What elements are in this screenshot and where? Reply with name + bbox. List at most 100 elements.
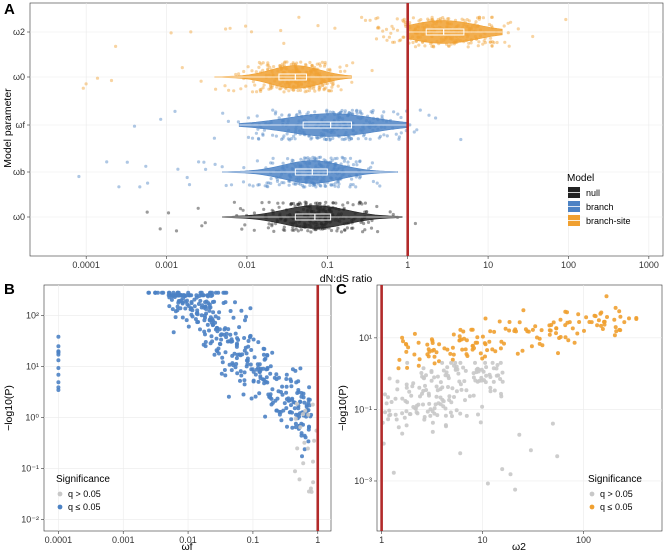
data-point <box>481 42 485 46</box>
point-significant <box>618 328 623 333</box>
point-not-significant <box>441 399 446 404</box>
point-significant <box>242 348 247 353</box>
point-significant <box>425 352 430 357</box>
data-point <box>336 226 340 230</box>
data-point <box>314 185 318 189</box>
point-not-significant <box>428 413 433 418</box>
point-not-significant <box>513 487 518 492</box>
point-not-significant <box>452 395 456 399</box>
point-significant <box>265 353 270 357</box>
point-significant <box>224 331 229 336</box>
point-not-significant <box>435 374 440 379</box>
data-point <box>374 17 378 21</box>
point-significant <box>220 355 225 360</box>
data-point <box>441 16 445 20</box>
point-significant <box>430 348 435 353</box>
data-point <box>313 228 318 232</box>
point-not-significant <box>421 366 426 371</box>
point-significant <box>262 357 267 362</box>
point-significant <box>192 297 197 302</box>
data-point <box>346 201 350 205</box>
data-point <box>333 184 337 188</box>
point-significant <box>596 318 601 323</box>
point-not-significant <box>403 399 408 403</box>
point-significant <box>238 378 242 383</box>
point-not-significant <box>391 470 396 475</box>
data-point <box>385 38 389 42</box>
data-point <box>403 20 408 24</box>
data-point <box>282 181 286 185</box>
x-tick-label: 0.001 <box>112 535 135 545</box>
panel-b-frame <box>43 284 332 532</box>
point-significant <box>223 350 228 355</box>
data-point <box>356 137 360 141</box>
data-point <box>316 24 320 28</box>
data-point <box>495 40 499 45</box>
data-point <box>144 164 148 168</box>
data-point <box>344 137 348 141</box>
point-significant <box>175 290 180 295</box>
data-point <box>417 43 421 47</box>
panel-c-y-label: −log10(P) <box>337 385 349 431</box>
data-point <box>322 137 326 141</box>
data-point <box>394 132 398 136</box>
point-significant <box>170 307 175 312</box>
panel-a-x-ticks: 0.0001 0.001 0.01 0.1 1 10 100 1000 <box>72 256 659 270</box>
data-point <box>297 109 302 113</box>
point-significant <box>551 320 556 325</box>
data-point <box>346 160 350 164</box>
data-point <box>311 155 315 159</box>
y-tick-label: ωf <box>15 120 25 130</box>
data-point <box>281 228 285 232</box>
x-tick-label: 100 <box>576 535 591 545</box>
point-not-significant <box>312 438 317 443</box>
data-point <box>323 60 327 65</box>
data-point <box>399 38 403 42</box>
legend-entry: q > 0.05 <box>600 489 633 499</box>
point-significant <box>206 294 210 299</box>
y-tick-label: ω2 <box>13 27 25 37</box>
y-tick-label: 10¹ <box>359 333 372 343</box>
point-not-significant <box>480 404 485 409</box>
data-point <box>312 87 316 91</box>
data-point <box>269 87 273 91</box>
data-point <box>310 63 314 67</box>
data-point <box>429 18 433 22</box>
point-significant <box>602 322 607 327</box>
data-point <box>465 18 469 22</box>
data-point <box>481 16 485 20</box>
data-point <box>259 89 263 93</box>
point-significant <box>483 316 488 321</box>
data-point <box>348 185 352 189</box>
point-not-significant <box>441 404 446 409</box>
point-significant <box>416 363 421 368</box>
data-point <box>244 84 248 88</box>
data-point <box>285 60 289 64</box>
data-point <box>322 88 326 92</box>
panel-a: 0.0001 0.001 0.01 0.1 1 10 100 1000 ω2ω0ωfωbω0 … <box>2 2 664 285</box>
data-point <box>476 44 480 48</box>
legend-swatch <box>57 491 63 497</box>
point-significant <box>202 318 207 323</box>
point-not-significant <box>483 360 488 365</box>
data-point <box>240 227 244 231</box>
data-point <box>431 44 435 48</box>
data-point <box>397 137 401 141</box>
data-point <box>349 111 353 116</box>
point-significant <box>244 358 249 363</box>
data-point <box>232 89 236 93</box>
point-significant <box>251 378 256 383</box>
point-significant <box>205 322 210 327</box>
point-significant <box>558 317 563 322</box>
point-significant <box>548 328 553 333</box>
point-not-significant <box>528 448 533 453</box>
point-significant <box>577 320 582 324</box>
data-point <box>278 87 282 91</box>
point-significant <box>242 382 247 387</box>
point-significant <box>566 338 571 343</box>
data-point <box>173 109 177 113</box>
panel-a-y-label: Model parameter <box>2 88 14 168</box>
data-point <box>317 87 321 91</box>
data-point <box>340 155 344 159</box>
point-significant <box>203 340 208 344</box>
